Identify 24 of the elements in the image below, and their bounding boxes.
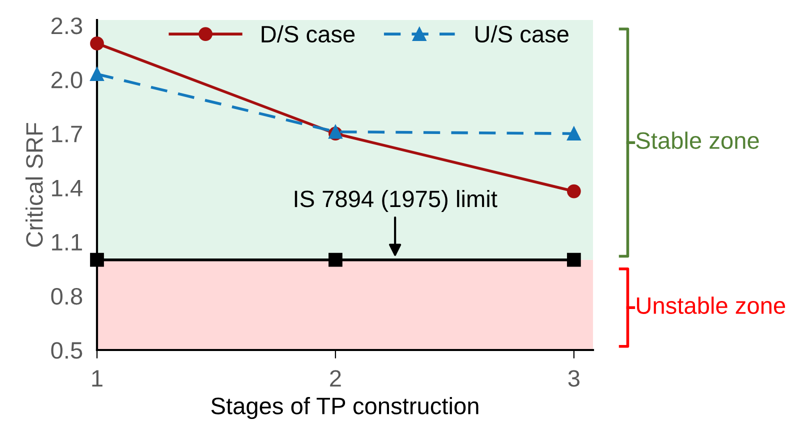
y-tick-label: 1.7 — [52, 126, 82, 142]
x-tick-label: 1 — [92, 370, 102, 387]
y-tick-label: 2.0 — [51, 72, 82, 88]
y-tick-label: 1.4 — [52, 180, 82, 196]
band-label: Unstable zone — [636, 296, 786, 314]
point — [328, 252, 342, 267]
y-tick-label: 2.3 — [51, 17, 82, 34]
legend-label: D/S case — [262, 25, 355, 43]
band-label: Stable zone — [636, 132, 759, 149]
point — [90, 36, 104, 50]
x-axis-title: Stages of TP construction — [211, 397, 478, 420]
y-tick-label: 0.5 — [51, 342, 82, 359]
y-axis-title: Critical SRF — [26, 122, 43, 247]
point — [566, 184, 581, 198]
y-tick-label: 0.8 — [51, 288, 82, 305]
point — [90, 252, 104, 267]
x-tick-label: 3 — [568, 370, 580, 387]
annotation: IS 7894 (1975) limit — [294, 190, 498, 212]
legend-label: U/S case — [476, 25, 568, 43]
point — [566, 126, 581, 141]
x-tick-label: 2 — [330, 370, 341, 387]
point — [566, 252, 581, 267]
y-tick-label: 1.1 — [52, 234, 82, 250]
point — [90, 67, 104, 82]
